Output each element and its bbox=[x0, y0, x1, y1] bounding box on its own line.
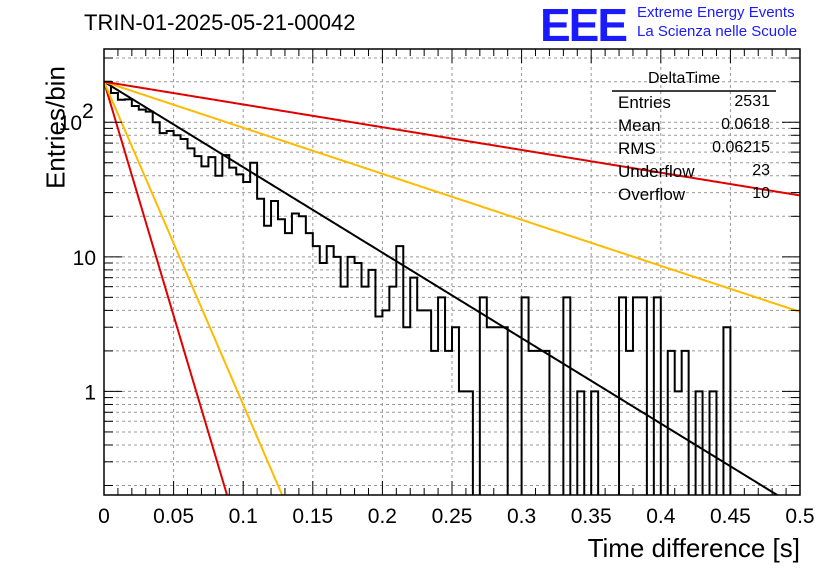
y-axis-label: Entries/bin bbox=[40, 66, 71, 189]
eee-logo-mark: EEE bbox=[540, 0, 628, 51]
x-tick-label: 0.5 bbox=[785, 505, 814, 528]
fit-curve-3 bbox=[104, 80, 800, 313]
stats-value-mean: 0.0618 bbox=[721, 116, 770, 133]
x-tick-label: 0 bbox=[98, 505, 110, 528]
stats-value-rms: 0.06215 bbox=[712, 139, 770, 156]
stats-value-entries: 2531 bbox=[734, 93, 770, 110]
logo-line-1: Extreme Energy Events bbox=[637, 4, 795, 21]
stats-value-overflow: 10 bbox=[752, 185, 770, 202]
fit-curve-4 bbox=[104, 80, 800, 197]
x-tick-label: 0.2 bbox=[368, 505, 397, 528]
stats-label-overflow: Overflow bbox=[618, 185, 686, 204]
stats-label-mean: Mean bbox=[618, 116, 661, 135]
fit-curve-2 bbox=[104, 81, 284, 495]
y-tick-label: 10 bbox=[73, 247, 96, 270]
x-tick-label: 0.05 bbox=[153, 505, 194, 528]
x-tick-label: 0.3 bbox=[507, 505, 536, 528]
y-tick-label: 1 bbox=[84, 381, 96, 404]
stats-box-title: DeltaTime bbox=[648, 70, 721, 87]
y-tick-label: 10 bbox=[59, 112, 82, 135]
x-tick-label: 0.35 bbox=[571, 505, 612, 528]
x-axis-label: Time difference [s] bbox=[587, 533, 800, 563]
fit-curve-1 bbox=[104, 81, 229, 495]
x-tick-label: 0.15 bbox=[292, 505, 333, 528]
y-tick-exponent: 2 bbox=[82, 100, 94, 123]
x-tick-label: 0.1 bbox=[229, 505, 258, 528]
histogram-series bbox=[104, 80, 732, 495]
x-tick-label: 0.45 bbox=[710, 505, 751, 528]
stats-label-underflow: Underflow bbox=[618, 162, 695, 181]
logo-line-2: La Scienza nelle Scuole bbox=[637, 23, 798, 40]
stats-label-rms: RMS bbox=[618, 139, 656, 158]
fit-curve-0 bbox=[104, 80, 780, 495]
x-tick-label: 0.4 bbox=[646, 505, 676, 528]
stats-label-entries: Entries bbox=[618, 93, 671, 112]
stats-value-underflow: 23 bbox=[752, 162, 770, 179]
chart-title: TRIN-01-2025-05-21-00042 bbox=[84, 10, 356, 35]
x-tick-label: 0.25 bbox=[432, 505, 473, 528]
